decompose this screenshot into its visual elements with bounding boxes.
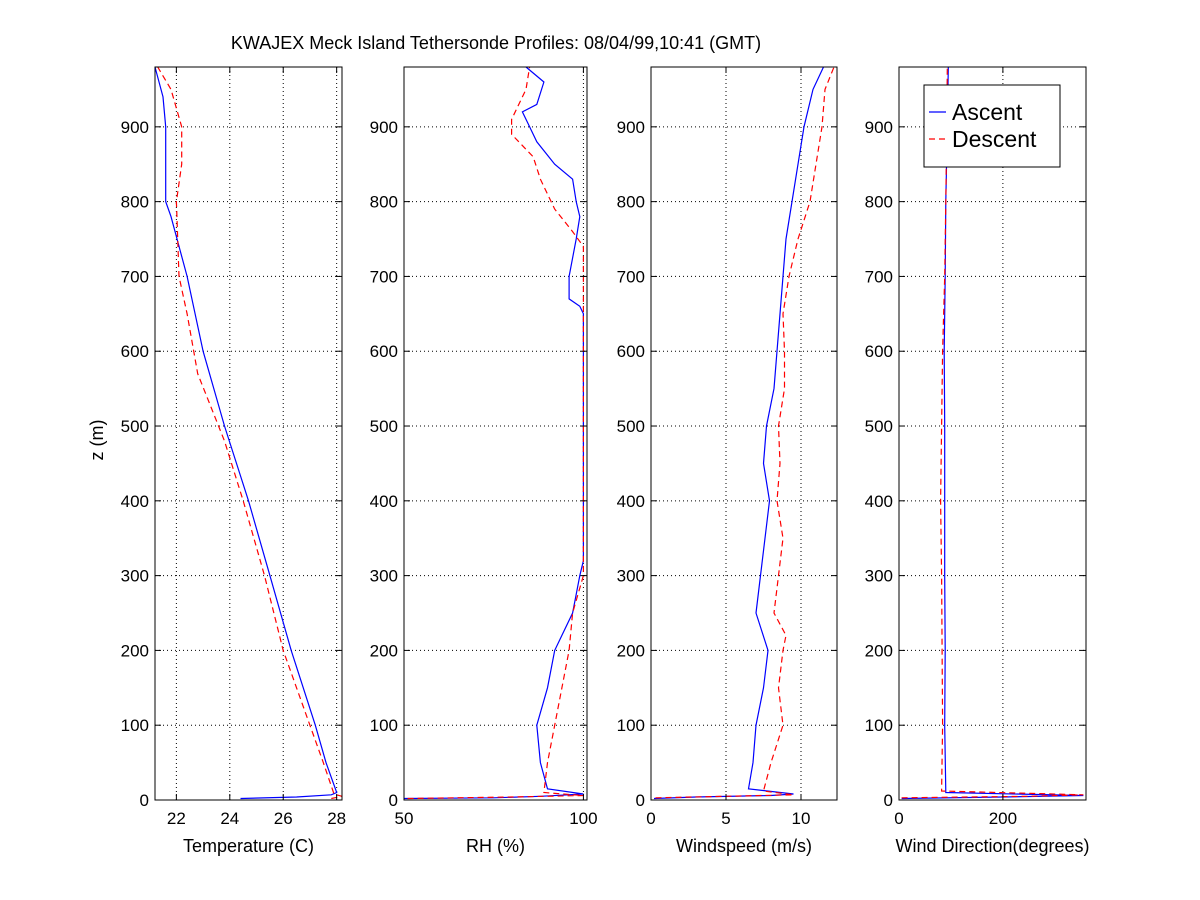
- y-tick-label: 100: [121, 716, 149, 735]
- y-tick-label: 500: [370, 417, 398, 436]
- y-tick-label: 300: [121, 567, 149, 586]
- y-tick-label: 200: [865, 641, 893, 660]
- y-tick-label: 600: [370, 342, 398, 361]
- axes-frame: [898, 66, 1087, 801]
- y-tick-label: 600: [865, 342, 893, 361]
- x-tick-label: 5: [721, 809, 730, 828]
- y-tick-label: 0: [140, 791, 149, 810]
- y-tick-label: 300: [617, 567, 645, 586]
- legend-entry-label: Descent: [952, 126, 1037, 152]
- x-tick-label: 50: [395, 809, 414, 828]
- descent-profile-line: [655, 66, 835, 799]
- y-tick-label: 100: [617, 716, 645, 735]
- y-tick-label: 0: [636, 791, 645, 810]
- x-tick-label: 28: [327, 809, 346, 828]
- y-tick-label: 400: [617, 492, 645, 511]
- y-tick-label: 800: [617, 193, 645, 212]
- y-axis-label: z (m): [87, 420, 107, 461]
- y-tick-label: 200: [617, 641, 645, 660]
- y-tick-label: 700: [370, 267, 398, 286]
- y-tick-label: 100: [865, 716, 893, 735]
- y-tick-label: 600: [121, 342, 149, 361]
- y-tick-label: 900: [121, 118, 149, 137]
- axes-frame: [650, 66, 838, 801]
- y-tick-label: 700: [121, 267, 149, 286]
- x-axis-label: Windspeed (m/s): [676, 836, 812, 856]
- legend-box: [923, 84, 1061, 168]
- y-tick-label: 400: [865, 492, 893, 511]
- x-tick-label: 0: [646, 809, 655, 828]
- y-tick-label: 400: [121, 492, 149, 511]
- y-tick-label: 800: [121, 193, 149, 212]
- x-axis-label: Wind Direction(degrees): [895, 836, 1089, 856]
- panel-3: 0 5 100100200300400500600700800900Windspee…: [617, 66, 838, 856]
- x-tick-label: 10: [792, 809, 811, 828]
- x-tick-label: 24: [220, 809, 239, 828]
- legend-entry-label: Ascent: [952, 99, 1023, 125]
- x-tick-label: 200: [989, 809, 1017, 828]
- y-tick-label: 800: [865, 193, 893, 212]
- y-tick-label: 400: [370, 492, 398, 511]
- y-tick-label: 0: [389, 791, 398, 810]
- figure-title: KWAJEX Meck Island Tethersonde Profiles:…: [231, 33, 761, 53]
- descent-profile-line: [407, 66, 584, 800]
- ascent-profile-line: [653, 66, 825, 800]
- y-tick-label: 200: [121, 641, 149, 660]
- y-tick-label: 800: [370, 193, 398, 212]
- axes-frame: [154, 66, 343, 801]
- x-tick-label: 0: [894, 809, 903, 828]
- y-tick-label: 500: [865, 417, 893, 436]
- y-tick-label: 900: [865, 118, 893, 137]
- y-tick-label: 700: [865, 267, 893, 286]
- y-tick-label: 700: [617, 267, 645, 286]
- y-tick-label: 900: [370, 118, 398, 137]
- y-tick-label: 100: [370, 716, 398, 735]
- ascent-profile-line: [901, 66, 1084, 800]
- x-tick-label: 22: [167, 809, 186, 828]
- panel-4: 0 200 0 100 200 300 400 500 600 700 800 900 Wind Dir…: [865, 66, 1090, 856]
- profile-panels: 22 24 26 280100200300400500600700800900Temp…: [121, 66, 1090, 856]
- y-tick-label: 600: [617, 342, 645, 361]
- panel-2: 50 100 0 100 200 300 400 500 600 700 800 900 RH (%): [370, 66, 598, 856]
- axes-frame: [403, 66, 588, 801]
- x-axis-label: RH (%): [466, 836, 525, 856]
- ascent-profile-line: [403, 66, 584, 800]
- x-tick-label: 100: [569, 809, 597, 828]
- y-tick-label: 0: [884, 791, 893, 810]
- x-tick-label: 26: [274, 809, 293, 828]
- y-tick-label: 500: [617, 417, 645, 436]
- descent-profile-line: [901, 66, 1084, 799]
- y-tick-label: 200: [370, 641, 398, 660]
- y-tick-label: 900: [617, 118, 645, 137]
- panel-1: 22 24 26 28 0 100 200 300 400 500 600 700 800 900 Temp…: [121, 66, 346, 856]
- descent-profile-line: [157, 66, 343, 800]
- y-tick-label: 300: [865, 567, 893, 586]
- ascent-profile-line: [154, 66, 338, 800]
- y-tick-label: 300: [370, 567, 398, 586]
- y-tick-label: 500: [121, 417, 149, 436]
- x-axis-label: Temperature (C): [183, 836, 314, 856]
